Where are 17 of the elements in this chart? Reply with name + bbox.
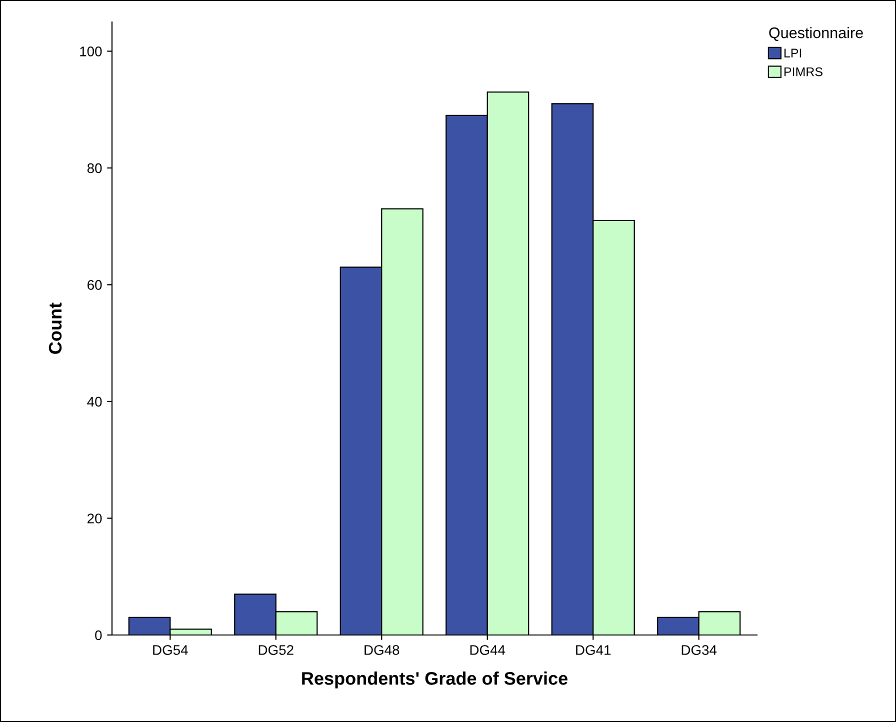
legend-label: LPI [784,48,802,58]
y-tick-label: 40 [87,396,102,407]
y-tick-label: 20 [88,514,102,524]
x-tick-label: DG44 [470,645,506,655]
x-axis-title: Respondents' Grade of Service [302,672,568,688]
x-tick-label: DG52 [258,645,294,655]
legend-title: Questionnaire [769,27,863,41]
y-tick-label: 100 [80,46,102,56]
x-tick-label: DG54 [153,645,188,655]
y-tick-label: 60 [88,280,102,290]
y-axis-title: Count [48,302,62,354]
legend-label: PIMRS [784,67,822,76]
x-tick-label: DG34 [682,645,717,655]
x-tick-label: DG48 [364,645,400,655]
y-tick-label: 0 [95,630,102,640]
x-tick-label: DG41 [576,645,611,655]
y-tick-label: 80 [87,163,102,174]
